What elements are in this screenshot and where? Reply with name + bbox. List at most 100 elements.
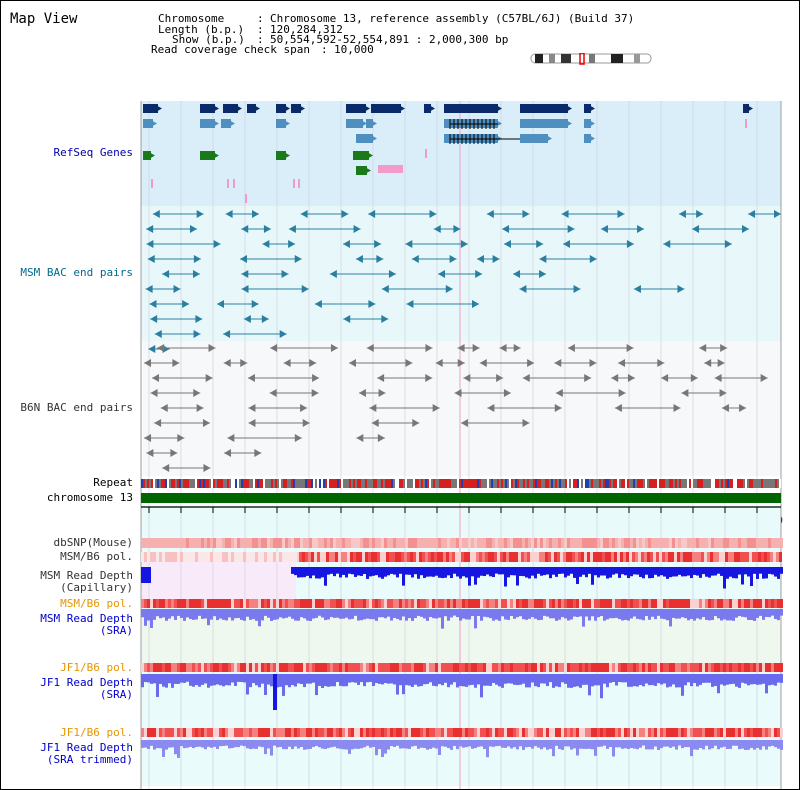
- heat-cell: [741, 599, 744, 608]
- repeat-mark: [499, 479, 501, 488]
- repeat-mark: [463, 479, 465, 488]
- depth-bar: [222, 740, 225, 746]
- depth-bar: [630, 674, 633, 687]
- depth-bar: [603, 567, 606, 576]
- gene-block: [247, 104, 256, 113]
- heat-cell: [267, 538, 270, 548]
- chromosome-ideogram[interactable]: [529, 53, 654, 65]
- heat-cell: [639, 728, 642, 737]
- heat-cell: [273, 599, 276, 608]
- repeat-mark: [695, 479, 697, 488]
- repeat-mark: [679, 479, 681, 488]
- heat-cell: [453, 728, 456, 737]
- heat-cell: [693, 538, 696, 548]
- gene-block: [291, 104, 301, 113]
- heat-cell: [432, 599, 435, 608]
- repeat-mark: [405, 479, 407, 488]
- heat-cell: [365, 552, 368, 562]
- heat-cell: [768, 599, 771, 608]
- heat-cell: [234, 663, 237, 672]
- depth-bar: [606, 740, 609, 749]
- repeat-mark: [485, 479, 487, 488]
- repeat-mark: [141, 479, 143, 488]
- repeat-mark: [181, 479, 183, 488]
- heat-cell: [204, 728, 207, 737]
- repeat-mark: [567, 479, 569, 488]
- heat-cell: [699, 599, 702, 608]
- repeat-mark: [777, 479, 779, 488]
- heat-cell: [375, 599, 378, 608]
- depth-bar: [423, 609, 426, 619]
- depth-bar: [234, 609, 237, 619]
- heat-cell: [713, 552, 716, 562]
- heat-cell: [450, 599, 453, 608]
- depth-bar: [414, 674, 417, 685]
- heat-cell: [204, 663, 207, 672]
- depth-bar: [315, 740, 318, 746]
- heat-cell: [410, 552, 413, 562]
- heat-cell: [582, 599, 585, 608]
- heat-cell: [600, 599, 603, 608]
- heat-cell: [507, 663, 510, 672]
- heat-cell: [719, 552, 722, 562]
- repeat-mark: [179, 479, 181, 488]
- depth-bar: [318, 567, 321, 579]
- heat-cell: [243, 552, 246, 562]
- depth-bar: [363, 674, 366, 687]
- repeat-mark: [619, 479, 621, 488]
- heat-cell: [759, 663, 762, 672]
- heat-cell: [776, 552, 779, 562]
- heat-cell: [768, 663, 771, 672]
- depth-bar: [252, 609, 255, 620]
- heat-cell: [411, 599, 414, 608]
- repeat-mark: [633, 479, 635, 488]
- heat-cell: [420, 663, 423, 672]
- depth-bar: [519, 567, 522, 576]
- heat-cell: [752, 552, 755, 562]
- depth-bar: [288, 609, 291, 617]
- heat-cell: [332, 552, 335, 562]
- repeat-mark: [387, 479, 389, 488]
- depth-bar: [657, 609, 660, 616]
- depth-bar: [210, 609, 213, 620]
- page-title: Map View: [10, 11, 78, 27]
- depth-bar: [192, 609, 195, 620]
- depth-bar: [201, 609, 204, 619]
- feature-arrow: [398, 104, 405, 113]
- depth-bar: [558, 567, 561, 574]
- feature-arrow: [519, 285, 527, 293]
- depth-bar: [393, 609, 396, 618]
- heat-cell: [539, 552, 542, 562]
- depth-bar: [144, 740, 147, 748]
- depth-bar: [564, 674, 567, 684]
- depth-bar: [708, 609, 711, 621]
- repeat-mark: [683, 479, 685, 488]
- depth-bar: [756, 609, 759, 618]
- depth-bar: [702, 674, 705, 683]
- depth-bar: [327, 609, 330, 620]
- repeat-mark: [771, 479, 773, 488]
- heat-cell: [434, 552, 437, 562]
- heat-cell: [441, 728, 444, 737]
- jf1-depth-sra-line1: JF1 Read Depth: [40, 676, 133, 689]
- heat-cell: [738, 538, 741, 548]
- heat-cell: [156, 728, 159, 737]
- repeat-mark: [407, 479, 409, 488]
- depth-bar: [252, 674, 255, 684]
- depth-bar: [228, 609, 231, 618]
- feature-arrow: [565, 119, 572, 128]
- depth-bar: [534, 609, 537, 619]
- feature-arrow: [453, 225, 461, 233]
- depth-bar: [579, 674, 582, 688]
- heat-cell: [771, 663, 774, 672]
- heat-cell: [228, 538, 231, 548]
- heat-cell: [489, 728, 492, 737]
- heat-cell: [537, 538, 540, 548]
- heat-cell: [641, 552, 644, 562]
- repeat-mark: [143, 479, 145, 488]
- depth-bar: [411, 674, 414, 687]
- msm-depth-capillary-line2: (Capillary): [60, 581, 133, 594]
- feature-arrow: [381, 315, 389, 323]
- heat-cell: [669, 728, 672, 737]
